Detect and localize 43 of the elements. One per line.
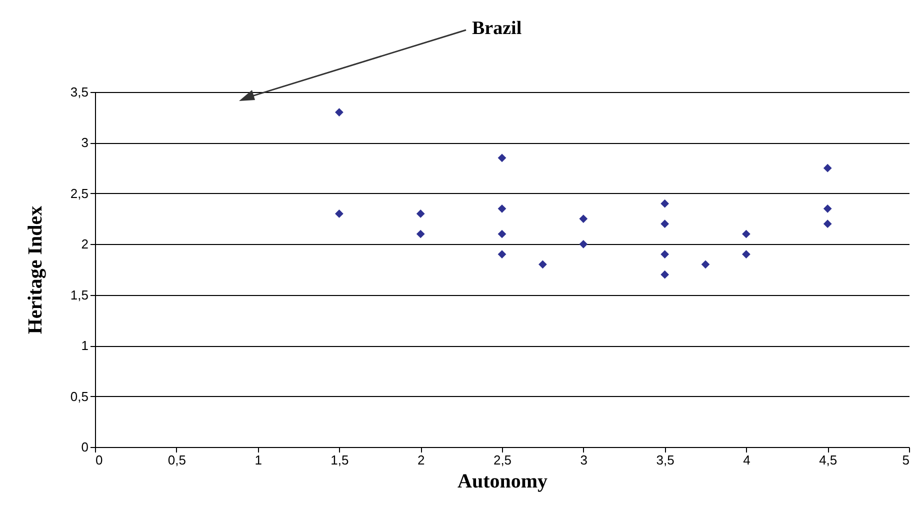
x-axis-title: Autonomy: [457, 470, 548, 492]
y-tick-label: 2,5: [70, 186, 88, 201]
x-tick-label: 2: [417, 452, 425, 468]
point: [660, 220, 669, 228]
y-tick-label: 3: [81, 135, 88, 150]
point: [416, 210, 425, 218]
point: [335, 210, 344, 218]
point: [335, 108, 344, 116]
point: [660, 270, 669, 279]
point: [823, 204, 832, 213]
point: [498, 204, 506, 213]
x-tick-label: 3: [580, 452, 588, 468]
point: [742, 230, 750, 238]
x-tick-label: 5: [902, 452, 910, 468]
y-axis-title: Heritage Index: [24, 206, 46, 334]
point: [660, 199, 669, 208]
point: [701, 260, 710, 269]
x-tick-label: 4: [743, 452, 750, 468]
x-tick-label: 1: [254, 452, 262, 468]
text: Brazil: [472, 18, 522, 40]
point: [498, 154, 506, 162]
point: [498, 250, 506, 258]
x-tick-label: 0,5: [168, 452, 186, 468]
y-tick-label: 2: [81, 236, 88, 252]
point: [579, 240, 588, 248]
x-tick-label: 4,5: [819, 452, 838, 468]
point: [538, 260, 547, 269]
x-tick-label: 3,5: [656, 452, 674, 468]
point: [742, 250, 750, 258]
y-tick-label: 0,5: [70, 388, 88, 404]
point: [498, 230, 506, 238]
y-tick-label: 0: [81, 440, 88, 454]
point: [823, 164, 832, 172]
point: [416, 230, 425, 238]
y-tick-label: 1,5: [70, 287, 88, 302]
x-tick-label: 2,5: [493, 452, 512, 468]
point: [823, 220, 832, 228]
point: [579, 214, 588, 223]
y-tick-label: 1: [81, 338, 88, 354]
y-tick-label: 3,5: [70, 84, 88, 100]
x-tick-label: 1,5: [330, 452, 349, 468]
point: [660, 250, 669, 258]
x-tick-label: 0: [96, 452, 103, 468]
